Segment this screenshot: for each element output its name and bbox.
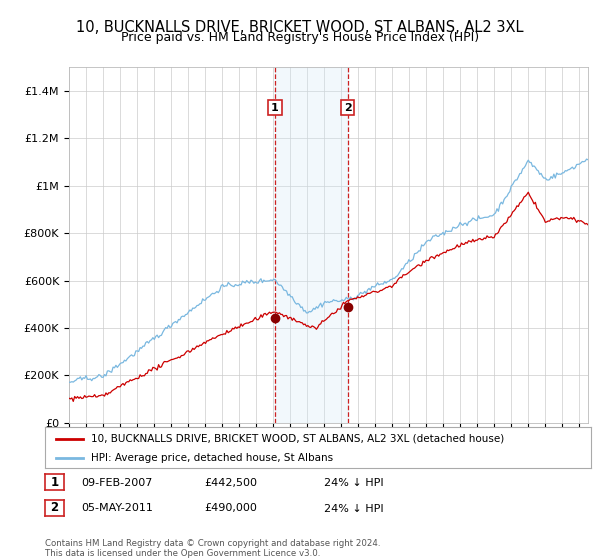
Text: 2: 2 xyxy=(50,501,59,515)
Text: 1: 1 xyxy=(271,102,279,113)
Text: 10, BUCKNALLS DRIVE, BRICKET WOOD, ST ALBANS, AL2 3XL: 10, BUCKNALLS DRIVE, BRICKET WOOD, ST AL… xyxy=(76,20,524,35)
Text: £442,500: £442,500 xyxy=(204,478,257,488)
Text: Price paid vs. HM Land Registry's House Price Index (HPI): Price paid vs. HM Land Registry's House … xyxy=(121,31,479,44)
Text: 05-MAY-2011: 05-MAY-2011 xyxy=(81,503,153,514)
Text: 09-FEB-2007: 09-FEB-2007 xyxy=(81,478,152,488)
Text: Contains HM Land Registry data © Crown copyright and database right 2024.
This d: Contains HM Land Registry data © Crown c… xyxy=(45,539,380,558)
Text: £490,000: £490,000 xyxy=(204,503,257,514)
Text: 24% ↓ HPI: 24% ↓ HPI xyxy=(324,478,383,488)
Text: 1: 1 xyxy=(50,475,59,489)
Text: 2: 2 xyxy=(344,102,352,113)
Text: 10, BUCKNALLS DRIVE, BRICKET WOOD, ST ALBANS, AL2 3XL (detached house): 10, BUCKNALLS DRIVE, BRICKET WOOD, ST AL… xyxy=(91,433,505,444)
Bar xyxy=(275,67,347,423)
Text: 24% ↓ HPI: 24% ↓ HPI xyxy=(324,503,383,514)
Text: HPI: Average price, detached house, St Albans: HPI: Average price, detached house, St A… xyxy=(91,452,334,463)
